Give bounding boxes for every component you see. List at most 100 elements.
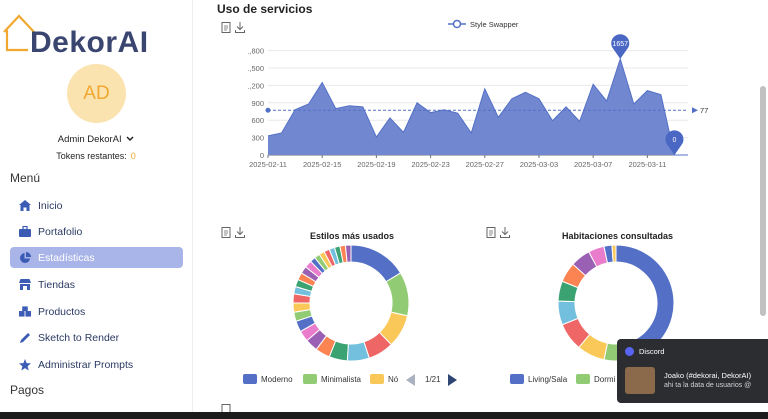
home-icon xyxy=(19,200,31,212)
boxes-icon xyxy=(19,306,31,318)
data-view-icon-3[interactable] xyxy=(486,227,496,238)
taskbar xyxy=(0,412,768,419)
notification-header: Discord xyxy=(625,347,664,356)
house-logo-icon xyxy=(3,14,35,52)
y-tick-label: 1,200 xyxy=(248,81,264,90)
average-arrow xyxy=(692,107,698,114)
legend-label: Style Swapper xyxy=(470,20,519,29)
tokens-label: Tokens restantes: xyxy=(56,151,127,161)
legend-label: Minimalista xyxy=(321,374,362,384)
x-tick-label: 2025-02-23 xyxy=(411,160,449,169)
x-tick-label: 2025-03-07 xyxy=(574,160,612,169)
rooms-legend-2[interactable]: Dormi xyxy=(576,374,615,384)
styles-chart-title: Estilos más usados xyxy=(310,231,395,241)
max-value-pin xyxy=(611,34,630,59)
series-line xyxy=(267,57,688,156)
legend-next-icon[interactable] xyxy=(448,373,457,386)
average-label: 772.25 xyxy=(700,106,708,115)
briefcase-icon xyxy=(19,226,31,238)
x-tick-label: 2025-03-03 xyxy=(520,160,558,169)
user-name: Admin DekorAI xyxy=(57,134,122,145)
sidebar-item-administrar-prompts[interactable]: Administrar Prompts xyxy=(10,354,183,375)
sidebar-item-label: Inicio xyxy=(38,199,63,212)
usage-title: Uso de servicios xyxy=(217,2,313,16)
menu-section-title: Menú xyxy=(10,171,41,185)
sidebar-item-label: Administrar Prompts xyxy=(38,358,134,371)
sidebar-item-sketch-to-render[interactable]: Sketch to Render xyxy=(10,327,183,348)
x-tick-label: 2025-02-19 xyxy=(357,160,395,169)
area-fill xyxy=(268,58,688,156)
star-icon xyxy=(19,358,31,371)
styles-legend-1[interactable]: Moderno xyxy=(243,374,293,384)
styles-legend-3[interactable]: Nó xyxy=(370,374,398,384)
sidebar-item-portafolio[interactable]: Portafolio xyxy=(10,221,183,242)
sidebar-item-productos[interactable]: Productos xyxy=(10,301,183,322)
sidebar-item-label: Productos xyxy=(38,305,86,318)
sidebar-item-label: Sketch to Render xyxy=(38,331,120,344)
sidebar-item-label: Portafolio xyxy=(38,225,83,238)
sender-avatar xyxy=(625,367,655,394)
x-tick-label: 2025-02-11 xyxy=(249,160,287,169)
legend-label: Moderno xyxy=(261,374,293,384)
sidebar-item-estadisticas[interactable]: Estadísticas xyxy=(10,247,183,268)
legend-label: Nó xyxy=(388,374,399,384)
avatar[interactable]: AD xyxy=(67,64,126,123)
logo-text: DekorAI xyxy=(30,26,149,59)
slice-r11 xyxy=(611,244,617,263)
x-tick-label: 2025-02-15 xyxy=(303,160,341,169)
sidebar-item-inicio[interactable]: Inicio xyxy=(10,195,183,216)
download-icon-2[interactable] xyxy=(235,227,245,238)
data-view-icon-2[interactable] xyxy=(221,227,231,238)
chevron-down-icon xyxy=(126,134,134,145)
legend-pager: 1/21 xyxy=(425,375,441,384)
notification-sender: Joako (#dekorai, DekorAI) xyxy=(664,371,752,380)
min-value-pin xyxy=(665,130,684,155)
notification-app: Discord xyxy=(639,347,665,356)
logo[interactable]: DekorAI xyxy=(2,10,162,59)
payments-section-title: Pagos xyxy=(10,383,45,397)
min-value-label: 0 xyxy=(672,137,676,144)
tokens-value: 0 xyxy=(130,151,136,161)
rooms-legend-1[interactable]: Living/Sala xyxy=(510,374,567,384)
main-content: Uso de servicios Style Swapper 0 300 600 900… xyxy=(193,0,768,415)
y-tick-label: 900 xyxy=(251,99,264,108)
page-scrollbar[interactable] xyxy=(760,86,766,316)
download-icon-3[interactable] xyxy=(500,227,510,238)
legend-label: Living/Sala xyxy=(528,374,568,384)
legend-swatch xyxy=(243,374,257,384)
sidebar-item-label: Tiendas xyxy=(38,278,75,291)
pen-icon xyxy=(19,332,31,344)
y-tick-label: 1,800 xyxy=(248,47,264,56)
max-value-label: 1657 xyxy=(612,41,628,48)
legend-swatch xyxy=(303,374,317,384)
user-menu[interactable]: Admin DekorAI xyxy=(0,134,192,145)
y-tick-label: 0 xyxy=(260,151,264,160)
usage-area-chart: Style Swapper 0 300 600 900 1,200 1,500 1,800 77… xyxy=(248,19,708,169)
sidebar-divider xyxy=(192,0,193,412)
y-tick-label: 600 xyxy=(251,116,264,125)
sidebar: DekorAI AD Admin DekorAI Tokens restante… xyxy=(0,0,192,412)
discord-notification[interactable]: Discord Joako (#dekorai, DekorAI) ahi ta… xyxy=(617,339,768,403)
chart-legend: Style Swapper xyxy=(448,19,519,29)
data-view-icon[interactable] xyxy=(221,22,231,33)
pie-chart-icon xyxy=(19,251,31,264)
average-start-marker xyxy=(265,107,271,113)
slice-moderno xyxy=(350,244,402,283)
x-tick-label: 2025-02-27 xyxy=(466,160,504,169)
store-icon xyxy=(19,279,31,291)
sidebar-item-tiendas[interactable]: Tiendas xyxy=(10,274,183,295)
notification-message: ahi ta la data de usuarios @ xyxy=(664,382,752,389)
download-icon[interactable] xyxy=(235,22,245,33)
legend-swatch xyxy=(370,374,384,384)
legend-swatch xyxy=(510,374,524,384)
discord-icon xyxy=(625,347,634,356)
legend-prev-icon[interactable] xyxy=(406,373,415,386)
y-tick-label: 300 xyxy=(251,134,264,143)
slice-minimalista xyxy=(385,272,410,317)
styles-donut-chart xyxy=(292,244,410,362)
legend-marker xyxy=(452,19,462,29)
rooms-chart-title: Habitaciones consultadas xyxy=(562,231,674,241)
y-tick-label: 1,500 xyxy=(248,64,264,73)
sidebar-item-label: Estadísticas xyxy=(38,251,95,264)
styles-legend-2[interactable]: Minimalista xyxy=(303,374,361,384)
